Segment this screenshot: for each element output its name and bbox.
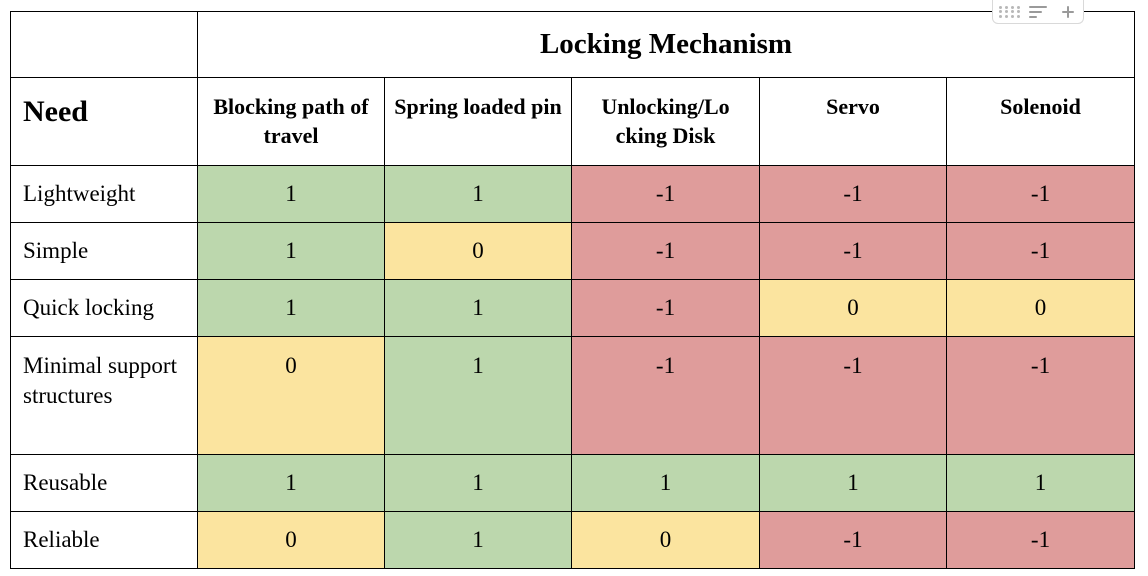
title-row: Locking Mechanism: [10, 11, 1136, 78]
score-cell[interactable]: -1: [759, 165, 947, 223]
score-cell[interactable]: 1: [384, 454, 572, 512]
score-cell[interactable]: 1: [945, 454, 1136, 512]
add-icon[interactable]: [1061, 5, 1075, 19]
filter-icon[interactable]: [1029, 5, 1049, 19]
need-cell[interactable]: Reusable: [10, 454, 198, 512]
score-cell[interactable]: 1: [759, 454, 947, 512]
need-header[interactable]: Need: [10, 77, 198, 166]
score-cell[interactable]: -1: [945, 165, 1136, 223]
score-cell[interactable]: -1: [571, 222, 760, 280]
score-cell[interactable]: 1: [197, 454, 385, 512]
locking-mechanism-header[interactable]: Locking Mechanism: [196, 11, 1136, 78]
score-cell[interactable]: -1: [571, 336, 760, 455]
score-cell[interactable]: 0: [197, 336, 385, 455]
score-cell[interactable]: 0: [945, 279, 1136, 337]
column-header-servo[interactable]: Servo: [759, 77, 947, 166]
score-cell[interactable]: -1: [945, 336, 1136, 455]
score-cell[interactable]: 1: [384, 336, 572, 455]
column-header-locking-disk[interactable]: Unlocking/Lo cking Disk: [571, 77, 760, 166]
decision-matrix-table: Locking Mechanism Need Blocking path of …: [10, 11, 1136, 569]
score-cell[interactable]: -1: [945, 511, 1136, 569]
score-cell[interactable]: 0: [571, 511, 760, 569]
need-cell[interactable]: Simple: [10, 222, 198, 280]
score-cell[interactable]: 0: [759, 279, 947, 337]
score-cell[interactable]: 1: [197, 222, 385, 280]
table-row-quick-locking: Quick locking 1 1 -1 0 0: [10, 279, 1136, 337]
score-cell[interactable]: 0: [384, 222, 572, 280]
score-cell[interactable]: -1: [571, 279, 760, 337]
column-header-solenoid[interactable]: Solenoid: [945, 77, 1136, 166]
score-cell[interactable]: 1: [197, 279, 385, 337]
table-row-reliable: Reliable 0 1 0 -1 -1: [10, 511, 1136, 569]
score-cell[interactable]: -1: [759, 511, 947, 569]
score-cell[interactable]: -1: [759, 336, 947, 455]
score-cell[interactable]: -1: [759, 222, 947, 280]
column-header-spring-loaded-pin[interactable]: Spring loaded pin: [384, 77, 572, 166]
score-cell[interactable]: -1: [571, 165, 760, 223]
table-toolbar: [992, 0, 1084, 24]
score-cell[interactable]: 1: [571, 454, 760, 512]
need-cell[interactable]: Minimal support structures: [10, 336, 198, 455]
column-header-row: Need Blocking path of travel Spring load…: [10, 77, 1136, 166]
score-cell[interactable]: 1: [384, 165, 572, 223]
score-cell[interactable]: -1: [945, 222, 1136, 280]
table-row-simple: Simple 1 0 -1 -1 -1: [10, 222, 1136, 280]
need-cell[interactable]: Reliable: [10, 511, 198, 569]
score-cell[interactable]: 1: [384, 279, 572, 337]
need-cell[interactable]: Lightweight: [10, 165, 198, 223]
table-row-minimal-support: Minimal support structures 0 1 -1 -1 -1: [10, 336, 1136, 455]
need-cell[interactable]: Quick locking: [10, 279, 198, 337]
corner-cell: [10, 11, 198, 78]
drag-handle-icon[interactable]: [999, 5, 1021, 18]
table-row-lightweight: Lightweight 1 1 -1 -1 -1: [10, 165, 1136, 223]
score-cell[interactable]: 1: [384, 511, 572, 569]
score-cell[interactable]: 1: [197, 165, 385, 223]
column-header-blocking-path[interactable]: Blocking path of travel: [197, 77, 385, 166]
table-row-reusable: Reusable 1 1 1 1 1: [10, 454, 1136, 512]
score-cell[interactable]: 0: [197, 511, 385, 569]
